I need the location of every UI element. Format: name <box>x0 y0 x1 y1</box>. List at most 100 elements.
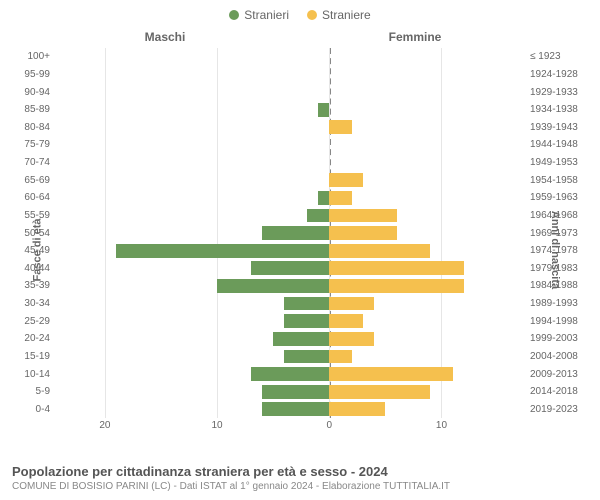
age-row <box>60 330 520 348</box>
female-half <box>329 173 520 187</box>
birth-year-label: 1949-1953 <box>524 154 600 172</box>
birth-year-label: 2019-2023 <box>524 401 600 419</box>
female-half <box>329 226 520 240</box>
legend-item-male: Stranieri <box>229 8 289 22</box>
age-band-label: 55-59 <box>0 207 56 225</box>
male-half <box>60 173 329 187</box>
birth-year-label: 2014-2018 <box>524 383 600 401</box>
age-band-label: 35-39 <box>0 277 56 295</box>
age-band-label: 40-44 <box>0 260 56 278</box>
male-half <box>60 297 329 311</box>
male-bar <box>262 226 329 240</box>
age-band-label: 50-54 <box>0 224 56 242</box>
chart-title: Popolazione per cittadinanza straniera p… <box>12 464 588 479</box>
age-band-label: 30-34 <box>0 295 56 313</box>
female-bar <box>329 244 430 258</box>
birth-year-label: 1964-1968 <box>524 207 600 225</box>
age-row <box>60 207 520 225</box>
female-bar <box>329 261 464 275</box>
male-half <box>60 191 329 205</box>
y-axis-right-ticks: ≤ 19231924-19281929-19331934-19381939-19… <box>524 48 600 418</box>
female-bar <box>329 209 396 223</box>
female-half <box>329 209 520 223</box>
birth-year-label: 1924-1928 <box>524 66 600 84</box>
age-row <box>60 171 520 189</box>
x-tick: 10 <box>212 420 223 431</box>
age-band-label: 70-74 <box>0 154 56 172</box>
header-female: Femmine <box>290 30 600 44</box>
male-bar <box>284 297 329 311</box>
male-half <box>60 50 329 64</box>
female-half <box>329 297 520 311</box>
female-bar <box>329 350 351 364</box>
caption: Popolazione per cittadinanza straniera p… <box>12 464 588 492</box>
x-tick: 0 <box>326 420 332 431</box>
header-male: Maschi <box>0 30 290 44</box>
female-bar <box>329 402 385 416</box>
female-half <box>329 68 520 82</box>
male-half <box>60 279 329 293</box>
male-half <box>60 85 329 99</box>
age-row <box>60 119 520 137</box>
birth-year-label: ≤ 1923 <box>524 48 600 66</box>
chart-rows <box>60 48 520 418</box>
age-row <box>60 295 520 313</box>
male-half <box>60 332 329 346</box>
age-band-label: 60-64 <box>0 189 56 207</box>
age-band-label: 95-99 <box>0 66 56 84</box>
legend-label-female: Straniere <box>322 8 371 22</box>
age-band-label: 80-84 <box>0 119 56 137</box>
female-half <box>329 314 520 328</box>
age-row <box>60 242 520 260</box>
male-half <box>60 138 329 152</box>
female-bar <box>329 385 430 399</box>
male-half <box>60 367 329 381</box>
age-row <box>60 136 520 154</box>
birth-year-label: 1929-1933 <box>524 83 600 101</box>
x-axis: 2010010 <box>60 420 520 438</box>
female-bar <box>329 332 374 346</box>
female-bar <box>329 191 351 205</box>
birth-year-label: 1959-1963 <box>524 189 600 207</box>
male-bar <box>284 314 329 328</box>
birth-year-label: 1974-1978 <box>524 242 600 260</box>
chart-area <box>60 48 520 418</box>
x-tick: 20 <box>99 420 110 431</box>
age-row <box>60 66 520 84</box>
male-bar <box>307 209 329 223</box>
birth-year-label: 1994-1998 <box>524 312 600 330</box>
age-band-label: 25-29 <box>0 312 56 330</box>
age-row <box>60 401 520 419</box>
birth-year-label: 1939-1943 <box>524 119 600 137</box>
male-bar <box>318 103 329 117</box>
age-band-label: 0-4 <box>0 401 56 419</box>
age-row <box>60 348 520 366</box>
female-bar <box>329 226 396 240</box>
legend-label-male: Stranieri <box>244 8 289 22</box>
female-half <box>329 332 520 346</box>
male-bar <box>116 244 329 258</box>
age-row <box>60 365 520 383</box>
birth-year-label: 1944-1948 <box>524 136 600 154</box>
age-band-label: 65-69 <box>0 171 56 189</box>
female-bar <box>329 297 374 311</box>
age-band-label: 10-14 <box>0 365 56 383</box>
birth-year-label: 1969-1973 <box>524 224 600 242</box>
age-band-label: 100+ <box>0 48 56 66</box>
male-bar <box>262 402 329 416</box>
female-bar <box>329 367 452 381</box>
male-half <box>60 261 329 275</box>
age-row <box>60 189 520 207</box>
male-half <box>60 226 329 240</box>
birth-year-label: 1989-1993 <box>524 295 600 313</box>
female-half <box>329 350 520 364</box>
female-half <box>329 279 520 293</box>
birth-year-label: 1934-1938 <box>524 101 600 119</box>
age-band-label: 5-9 <box>0 383 56 401</box>
age-band-label: 90-94 <box>0 83 56 101</box>
male-half <box>60 120 329 134</box>
male-bar <box>251 261 330 275</box>
chart-subtitle: COMUNE DI BOSISIO PARINI (LC) - Dati IST… <box>12 481 588 492</box>
female-half <box>329 385 520 399</box>
birth-year-label: 1954-1958 <box>524 171 600 189</box>
